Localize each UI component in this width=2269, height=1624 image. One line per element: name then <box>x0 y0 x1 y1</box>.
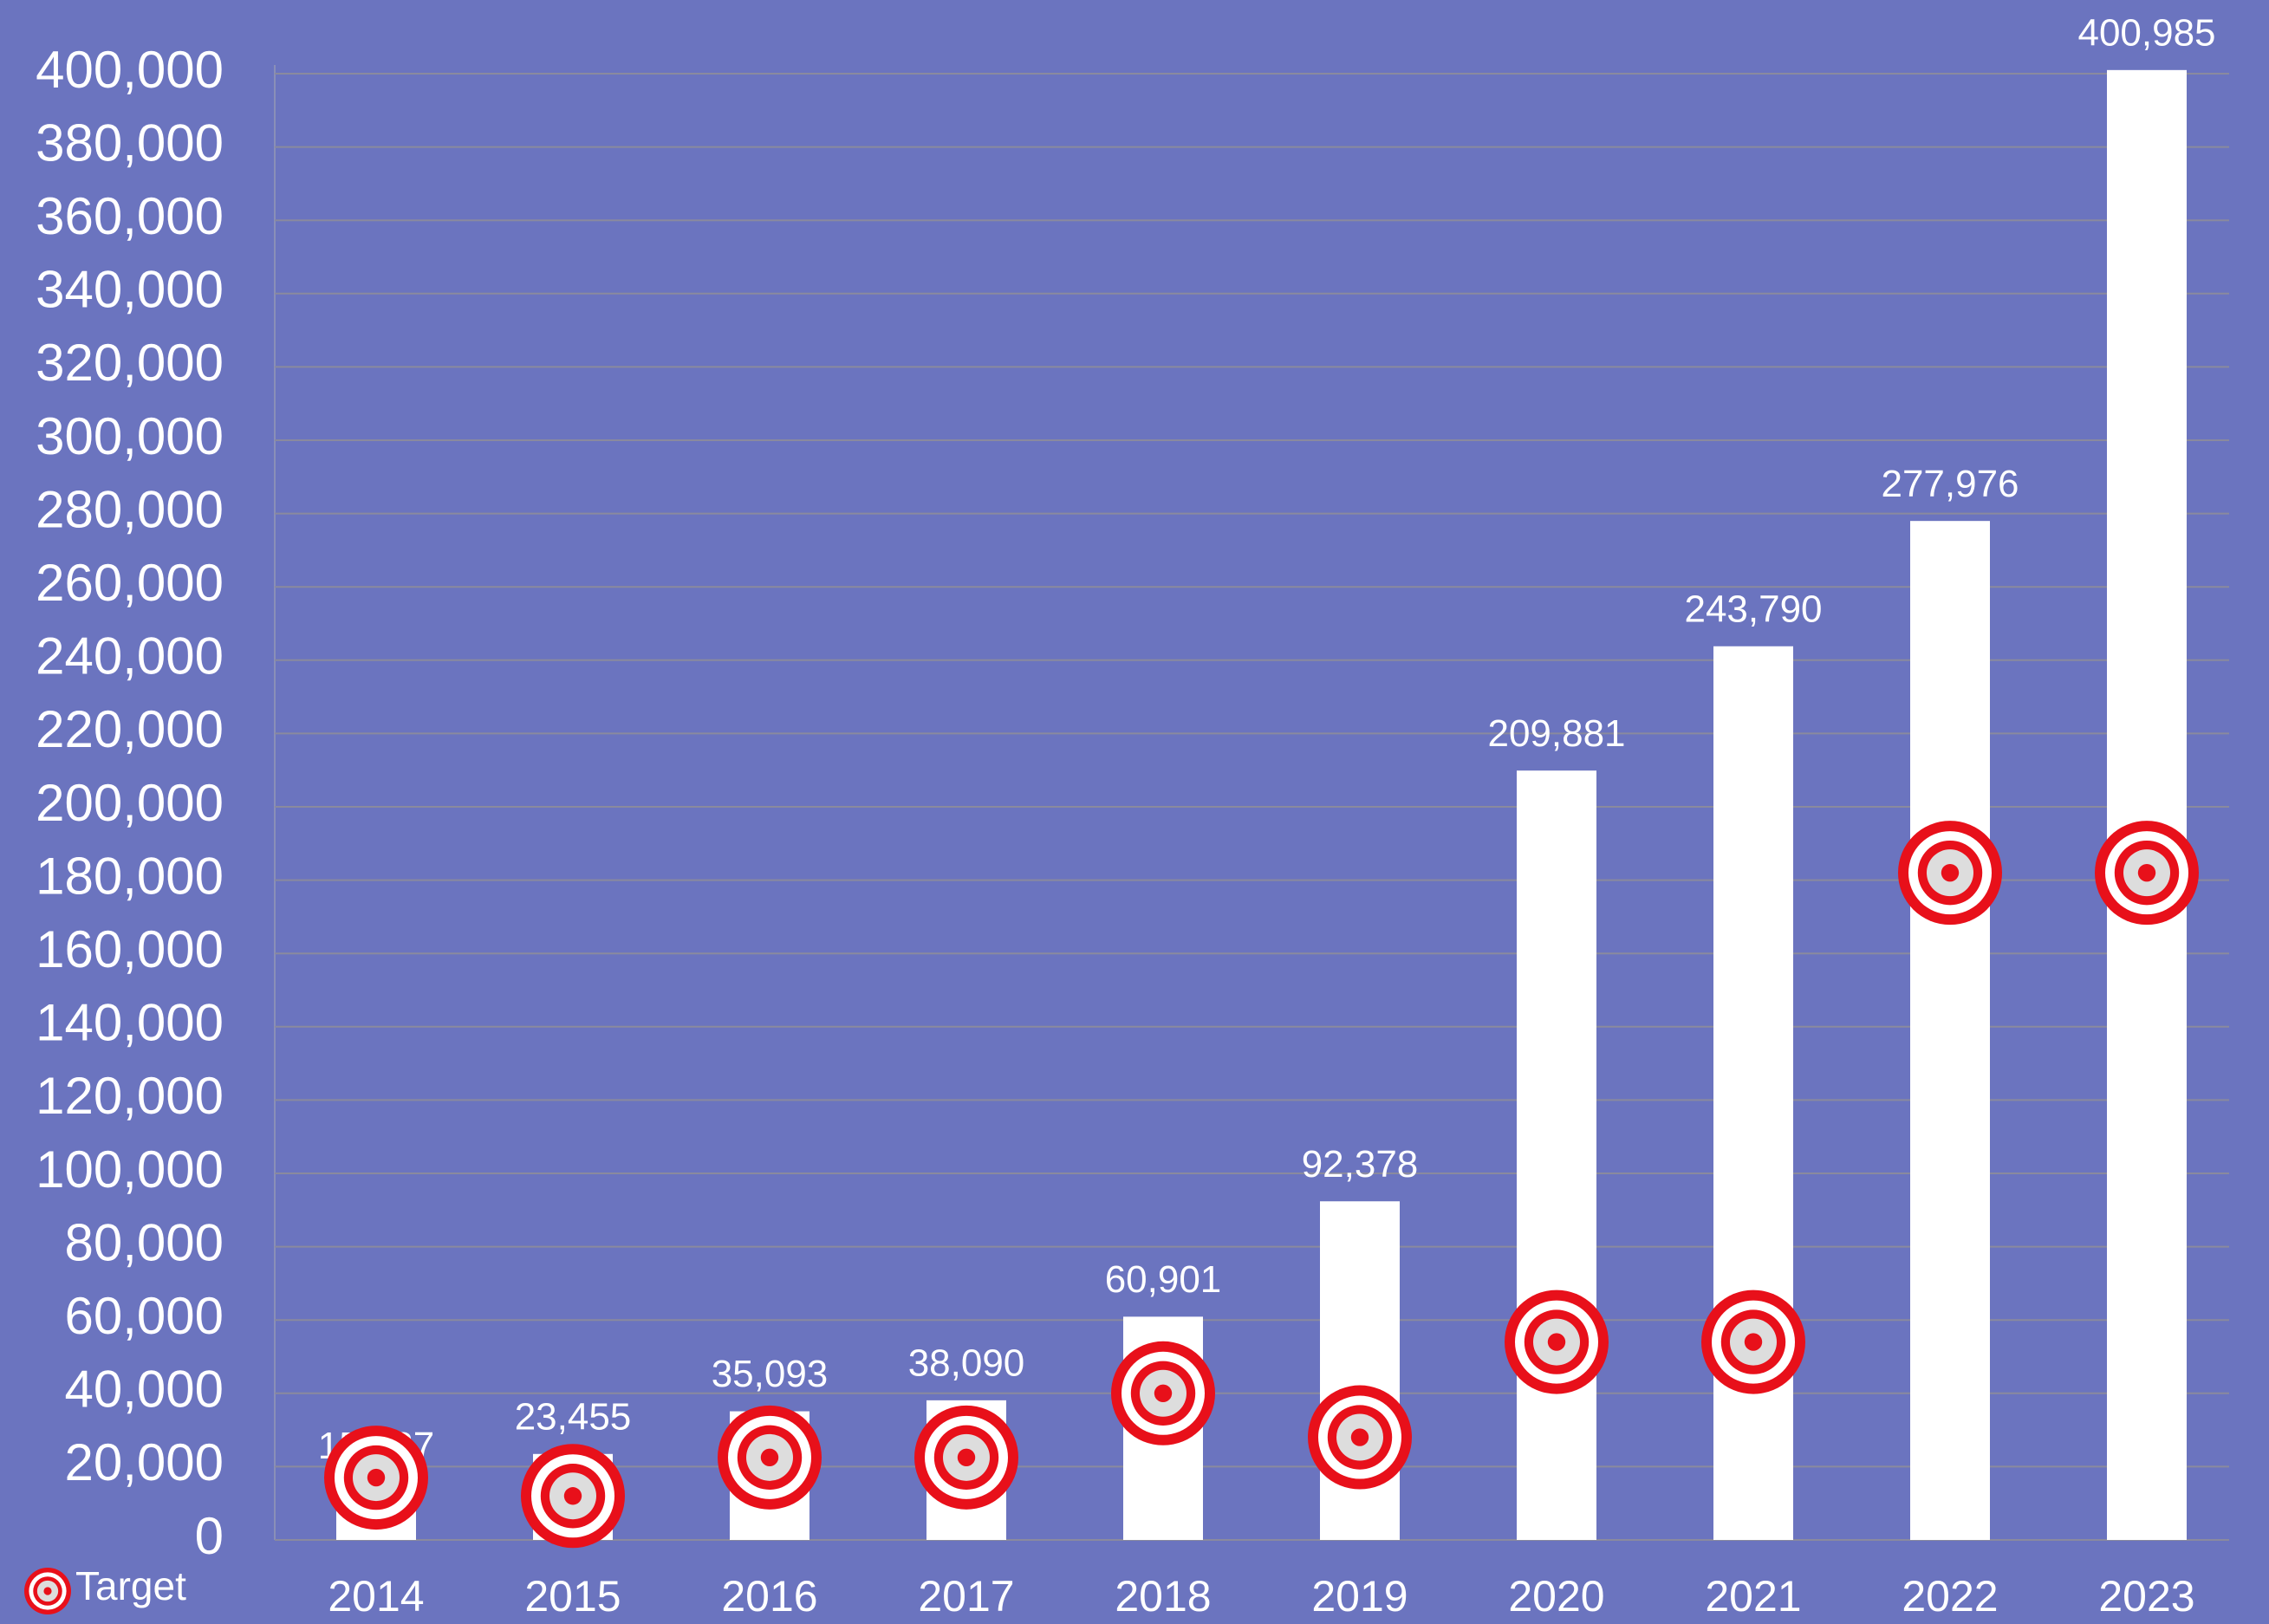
y-tick-label: 220,000 <box>36 700 224 758</box>
bar <box>2107 69 2187 1540</box>
target-ring <box>760 1448 779 1467</box>
y-tick-label: 360,000 <box>36 187 224 245</box>
target-ring <box>1154 1384 1173 1403</box>
data-label: 209,881 <box>1487 712 1625 755</box>
y-tick-label: 240,000 <box>36 627 224 685</box>
data-label: 92,378 <box>1302 1143 1419 1186</box>
data-label: 60,901 <box>1105 1258 1222 1301</box>
y-tick-label: 0 <box>195 1507 224 1565</box>
y-tick-label: 120,000 <box>36 1067 224 1125</box>
y-tick-label: 320,000 <box>36 334 224 392</box>
y-tick-label: 340,000 <box>36 261 224 319</box>
target-marker <box>1111 1341 1215 1445</box>
target-ring <box>1350 1428 1369 1446</box>
y-tick-label: 80,000 <box>64 1213 224 1271</box>
x-tick-label: 2020 <box>1508 1572 1604 1621</box>
x-tick-label: 2023 <box>2098 1572 2194 1621</box>
x-tick-label: 2015 <box>524 1572 621 1621</box>
target-marker <box>1701 1289 1805 1394</box>
target-ring <box>2137 863 2156 882</box>
target-ring <box>367 1468 386 1487</box>
bar <box>1910 521 1990 1540</box>
y-tick-label: 400,000 <box>36 41 224 99</box>
x-tick-label: 2019 <box>1311 1572 1408 1621</box>
target-marker <box>914 1405 1018 1510</box>
target-marker <box>324 1426 428 1530</box>
target-marker <box>2095 821 2199 926</box>
target-ring <box>563 1487 582 1505</box>
bar <box>1517 770 1596 1540</box>
x-tick-label: 2022 <box>1902 1572 1998 1621</box>
target-ring <box>43 1587 52 1595</box>
y-tick-label: 300,000 <box>36 407 224 465</box>
target-ring <box>1547 1333 1566 1351</box>
y-tick-label: 140,000 <box>36 994 224 1052</box>
y-tick-label: 20,000 <box>64 1433 224 1491</box>
target-marker <box>1308 1385 1412 1490</box>
target-ring <box>1744 1333 1763 1351</box>
y-tick-label: 260,000 <box>36 554 224 612</box>
legend-marker <box>24 1568 71 1614</box>
legend-label: Target <box>75 1563 186 1608</box>
target-marker <box>521 1444 625 1549</box>
y-tick-label: 200,000 <box>36 774 224 832</box>
y-tick-label: 60,000 <box>64 1287 224 1345</box>
target-marker <box>1505 1289 1609 1394</box>
y-tick-label: 180,000 <box>36 847 224 905</box>
data-label: 23,455 <box>515 1395 632 1438</box>
x-tick-label: 2017 <box>918 1572 1014 1621</box>
y-tick-label: 160,000 <box>36 920 224 978</box>
y-tick-label: 100,000 <box>36 1140 224 1199</box>
y-tick-label: 40,000 <box>64 1361 224 1419</box>
data-label: 38,090 <box>908 1342 1025 1385</box>
target-ring <box>1941 863 1960 882</box>
data-label: 243,790 <box>1684 588 1822 630</box>
bar <box>1713 646 1793 1540</box>
x-tick-label: 2018 <box>1115 1572 1211 1621</box>
target-ring <box>957 1448 976 1467</box>
data-label: 277,976 <box>1881 463 2019 505</box>
x-tick-label: 2014 <box>328 1572 424 1621</box>
data-label: 35,093 <box>712 1353 829 1395</box>
target-marker <box>1898 821 2002 926</box>
y-tick-label: 280,000 <box>36 480 224 538</box>
y-tick-label: 380,000 <box>36 114 224 172</box>
target-marker <box>718 1405 822 1510</box>
data-label: 400,985 <box>2077 11 2215 54</box>
x-tick-label: 2021 <box>1705 1572 1801 1621</box>
x-tick-label: 2016 <box>721 1572 817 1621</box>
